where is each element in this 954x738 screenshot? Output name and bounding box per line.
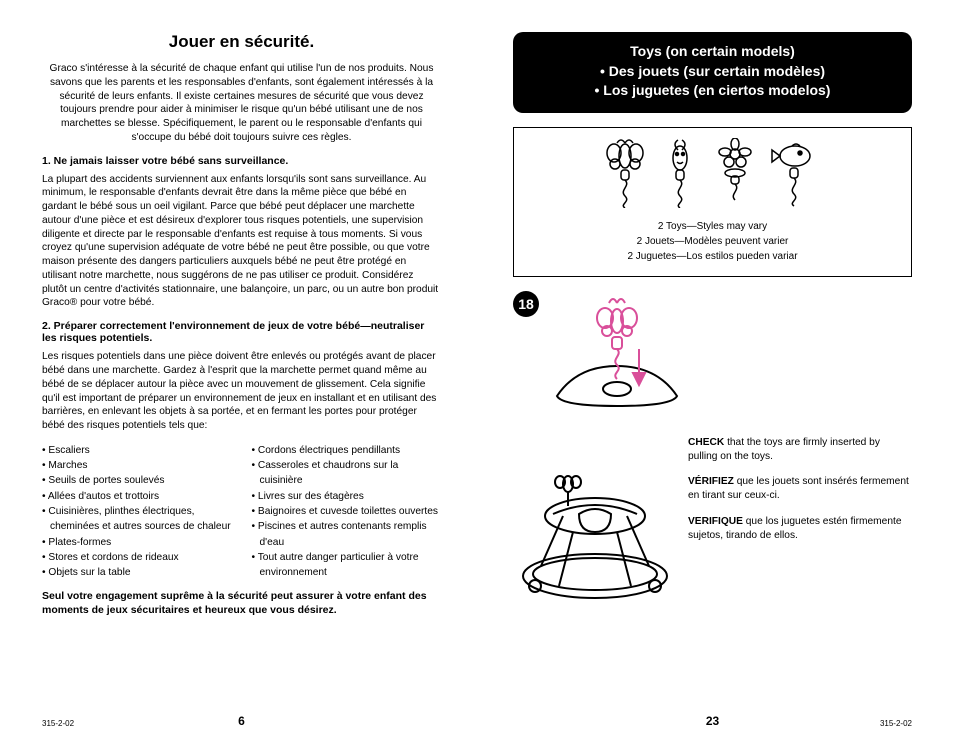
fish-toy-icon <box>770 138 825 213</box>
page-number: 6 <box>238 714 245 728</box>
left-intro: Graco s'intéresse à la sécurité de chaqu… <box>42 62 441 145</box>
check-toys-row: CHECK that the toys are firmly inserted … <box>513 436 912 611</box>
stick-toy-icon <box>660 138 700 213</box>
hazard-list-left: • Escaliers • Marches • Seuils de portes… <box>42 443 232 581</box>
toy-caption-en: 2 Toys—Styles may vary <box>522 221 903 232</box>
toy-insert-diagram-icon <box>547 291 687 426</box>
hazard-lists: • Escaliers • Marches • Seuils de portes… <box>42 443 441 581</box>
list-item: • Livres sur des étagères <box>252 489 442 504</box>
list-item: • Piscines et autres contenants remplis … <box>252 519 442 550</box>
left-para-1: La plupart des accidents surviennent aux… <box>42 173 441 311</box>
check-es: VERIFIQUE que los juguetes estén firmeme… <box>688 515 912 543</box>
toys-illustration-box: 2 Toys—Styles may vary 2 Jouets—Modèles … <box>513 127 912 277</box>
flower-toy-icon <box>710 138 760 213</box>
check-text-block: CHECK that the toys are firmly inserted … <box>688 436 912 611</box>
left-closing: Seul votre engagement suprême à la sécur… <box>42 589 441 617</box>
list-item: • Escaliers <box>42 443 232 458</box>
left-title: Jouer en sécurité. <box>42 32 441 52</box>
toy-caption-es: 2 Juguetes—Los estilos pueden variar <box>522 251 903 262</box>
toy-icons-row <box>522 138 903 213</box>
header-line-en: Toys (on certain models) <box>525 42 900 62</box>
page-number: 23 <box>706 714 719 728</box>
check-en: CHECK that the toys are firmly inserted … <box>688 436 912 464</box>
section-header: Toys (on certain models) • Des jouets (s… <box>513 32 912 113</box>
toy-caption-fr: 2 Jouets—Modèles peuvent varier <box>522 236 903 247</box>
step-18-row: 18 <box>513 291 912 426</box>
right-page: Toys (on certain models) • Des jouets (s… <box>477 0 954 738</box>
left-para-2: Les risques potentiels dans une pièce do… <box>42 350 441 433</box>
left-footer: 315-2-02 6 315-2-02 <box>42 714 441 728</box>
walker-diagram-icon <box>513 436 678 611</box>
list-item: • Allées d'autos et trottoirs <box>42 489 232 504</box>
list-item: • Seuils de portes soulevés <box>42 473 232 488</box>
list-item: • Plates-formes <box>42 535 232 550</box>
list-item: • Casseroles et chaudrons sur la cuisini… <box>252 458 442 489</box>
list-item: • Tout autre danger particulier à votre … <box>252 550 442 581</box>
list-item: • Baignoires et cuvesde toilettes ouvert… <box>252 504 442 519</box>
list-item: • Stores et cordons de rideaux <box>42 550 232 565</box>
list-item: • Cordons électriques pendillants <box>252 443 442 458</box>
header-line-es: • Los juguetes (en ciertos modelos) <box>525 81 900 101</box>
doc-code: 315-2-02 <box>880 719 912 728</box>
left-heading-2: 2. Préparer correctement l'environnement… <box>42 320 441 344</box>
left-heading-1: 1. Ne jamais laisser votre bébé sans sur… <box>42 155 441 167</box>
doc-code: 315-2-02 <box>42 719 74 728</box>
check-fr: VÉRIFIEZ que les jouets sont insérés fer… <box>688 475 912 503</box>
list-item: • Cuisinières, plinthes électriques, che… <box>42 504 232 535</box>
header-line-fr: • Des jouets (sur certain modèles) <box>525 62 900 82</box>
left-page: Jouer en sécurité. Graco s'intéresse à l… <box>0 0 477 738</box>
butterfly-toy-icon <box>600 138 650 213</box>
list-item: • Objets sur la table <box>42 565 232 580</box>
step-number-badge: 18 <box>513 291 539 317</box>
list-item: • Marches <box>42 458 232 473</box>
hazard-list-right: • Cordons électriques pendillants • Cass… <box>252 443 442 581</box>
right-footer: 315-2-02 23 315-2-02 <box>513 714 912 728</box>
